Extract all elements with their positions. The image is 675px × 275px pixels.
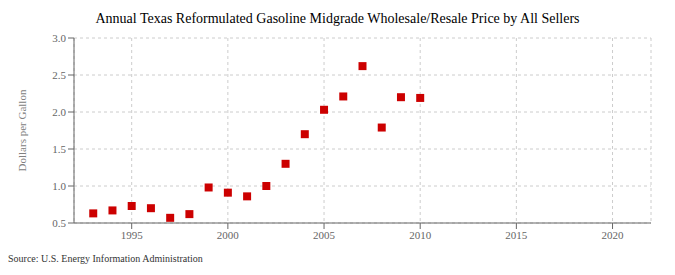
html-text:Source: U.S. Energy Informatio: Source: U.S. Energy Information Administ…	[8, 253, 203, 264]
svg-text:1.0: 1.0	[52, 180, 66, 192]
html-text:Annual Texas Reformulated Gaso: Annual Texas Reformulated Gasoline Midgr…	[95, 11, 580, 26]
svg-text:2.5: 2.5	[52, 69, 66, 81]
svg-text:3.0: 3.0	[52, 32, 66, 44]
svg-text:1.5: 1.5	[52, 143, 66, 155]
svg-text:2005: 2005	[313, 229, 336, 241]
svg-text:Dollars per Gallon: Dollars per Gallon	[16, 89, 28, 171]
svg-text:2020: 2020	[602, 229, 625, 241]
svg-text:2000: 2000	[217, 229, 240, 241]
svg-text:1995: 1995	[121, 229, 144, 241]
svg-text:2015: 2015	[505, 229, 528, 241]
svg-text:2010: 2010	[409, 229, 432, 241]
svg-text:0.5: 0.5	[52, 217, 66, 229]
svg-text:2.0: 2.0	[52, 106, 66, 118]
